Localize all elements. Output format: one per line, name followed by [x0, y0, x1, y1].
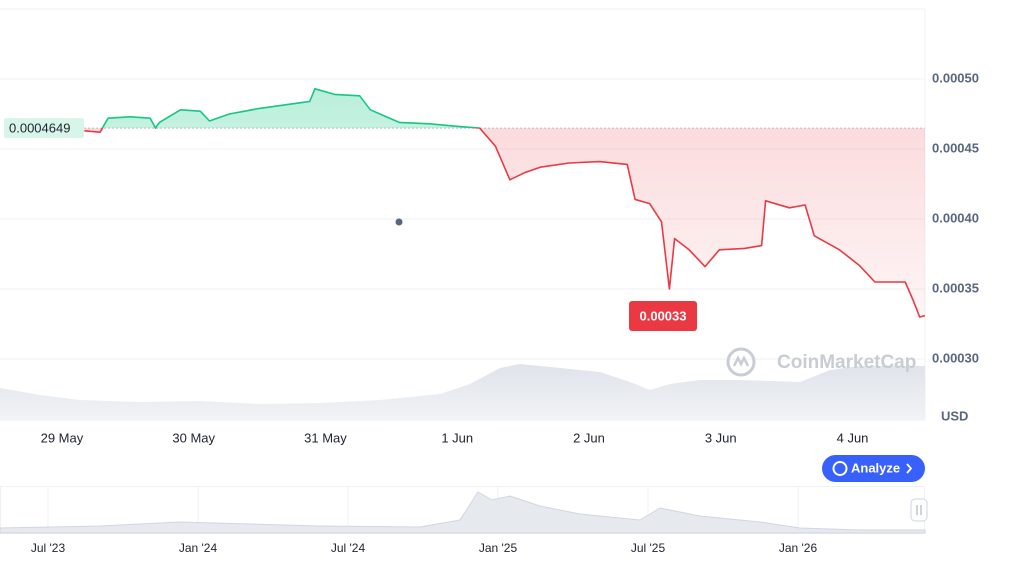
x-tick-label: 30 May	[172, 430, 215, 445]
y-tick-label: 0.00040	[932, 210, 979, 225]
price-area	[84, 88, 926, 317]
x-tick-label: 1 Jun	[441, 430, 473, 445]
navigator-handle[interactable]	[910, 498, 928, 522]
x-tick-label: 3 Jun	[705, 430, 737, 445]
currency-label: USD	[941, 408, 968, 423]
y-tick-label: 0.00035	[932, 280, 979, 295]
navigator-label: Jul '23	[31, 541, 66, 555]
low-label: 0.00033	[640, 308, 687, 323]
x-tick-label: 2 Jun	[573, 430, 605, 445]
y-tick-label: 0.00045	[932, 140, 979, 155]
navigator-label: Jan '24	[179, 541, 218, 555]
watermark-logo	[726, 347, 756, 377]
navigator-label: Jan '26	[779, 541, 818, 555]
reference-label-bg	[4, 118, 84, 139]
cursor-dot	[395, 218, 403, 226]
navigator-area	[0, 491, 926, 534]
reference-label: 0.0004649	[9, 121, 70, 136]
y-tick-label: 0.00050	[932, 70, 979, 85]
button-chevron	[906, 463, 913, 474]
x-tick-label: 31 May	[304, 430, 347, 445]
analyze-button[interactable]: Analyze	[822, 455, 925, 482]
x-tick-label: 29 May	[41, 430, 84, 445]
y-tick-label: 0.00030	[932, 350, 979, 365]
button-label[interactable]: Analyze	[851, 460, 900, 475]
low-label-bg	[629, 301, 697, 331]
volume-area	[0, 364, 925, 420]
button-icon	[832, 461, 848, 476]
navigator-label: Jul '24	[331, 541, 366, 555]
navigator-label: Jan '25	[479, 541, 518, 555]
watermark: CoinMarketCap	[777, 352, 916, 373]
button-bg[interactable]	[822, 455, 925, 482]
x-tick-label: 4 Jun	[837, 430, 869, 445]
price-line	[84, 88, 926, 318]
navigator-label: Jul '25	[631, 541, 666, 555]
